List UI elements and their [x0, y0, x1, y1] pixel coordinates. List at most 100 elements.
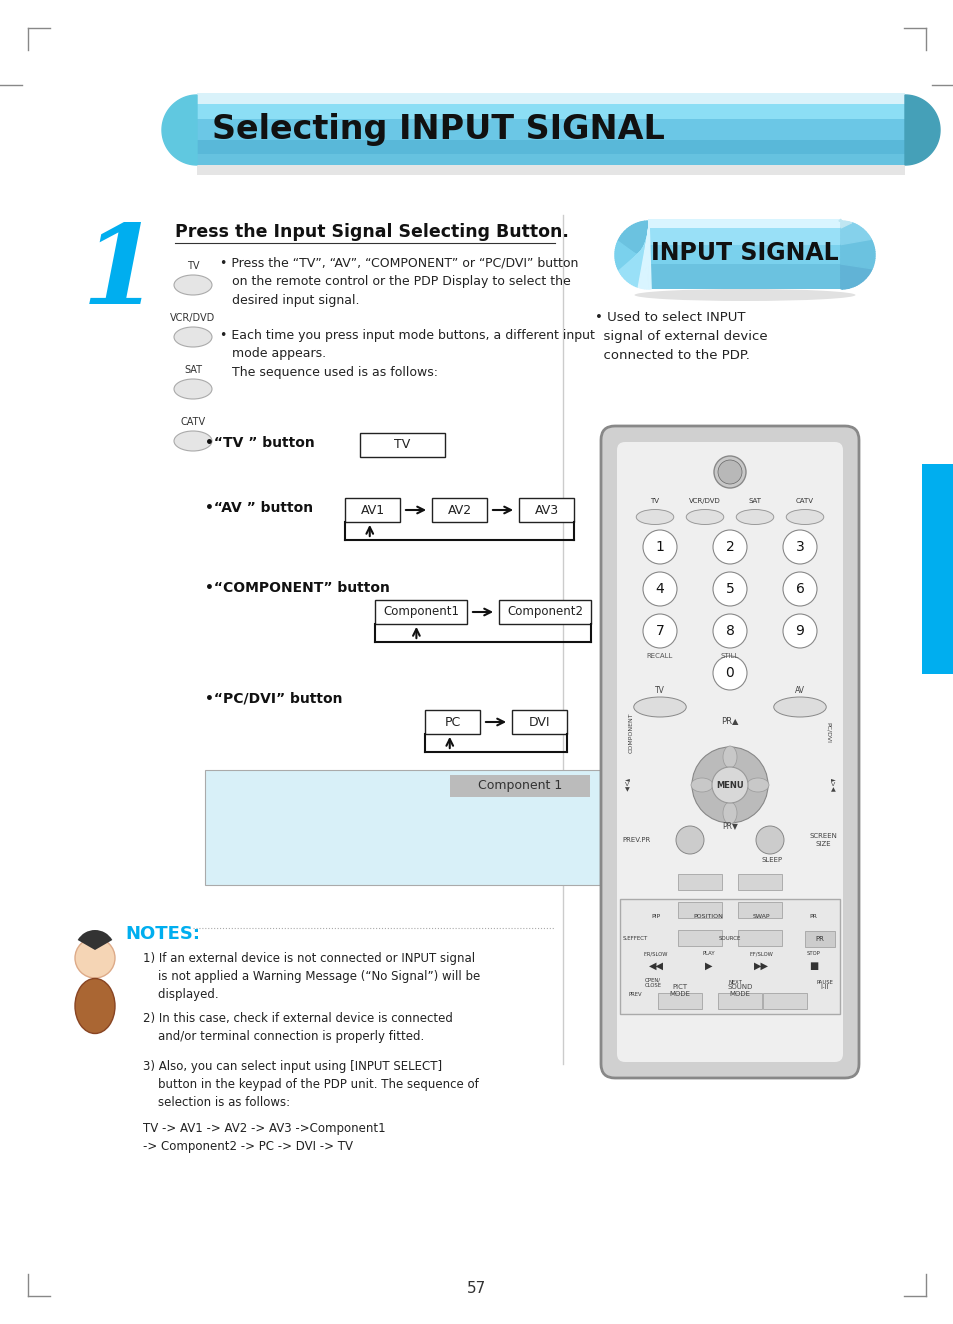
Bar [648, 261, 841, 262]
Polygon shape [618, 240, 648, 265]
Ellipse shape [173, 275, 212, 295]
Circle shape [755, 826, 783, 854]
Bar [196, 144, 904, 146]
Ellipse shape [722, 745, 737, 768]
Text: 2) In this case, check if external device is connected
    and/or terminal conne: 2) In this case, check if external devic… [143, 1012, 453, 1043]
Polygon shape [841, 221, 842, 222]
Polygon shape [617, 241, 648, 263]
Bar [658, 993, 701, 1009]
Bar [196, 120, 904, 122]
Bar [648, 263, 841, 265]
Polygon shape [841, 222, 851, 228]
Ellipse shape [773, 696, 825, 718]
Polygon shape [841, 228, 862, 236]
Bar [648, 270, 841, 273]
Text: NEXT: NEXT [727, 981, 741, 985]
Polygon shape [634, 229, 648, 286]
Polygon shape [616, 244, 648, 262]
Bar [196, 127, 904, 130]
Bar [196, 99, 904, 101]
Bar [678, 874, 721, 890]
Polygon shape [838, 220, 841, 221]
Polygon shape [636, 222, 648, 282]
Text: TV: TV [394, 438, 410, 451]
Bar [648, 229, 841, 230]
Polygon shape [615, 253, 648, 258]
Bar [205, 771, 599, 884]
Bar [196, 131, 904, 132]
Text: F.R/SLOW: F.R/SLOW [643, 951, 668, 956]
Text: INPUT SIGNAL: INPUT SIGNAL [651, 241, 838, 265]
Bar [196, 158, 904, 159]
Text: 3: 3 [795, 540, 803, 553]
Polygon shape [616, 249, 648, 265]
Bar [432, 498, 486, 522]
Bar [196, 102, 904, 103]
Bar [648, 228, 841, 229]
Bar [196, 160, 904, 162]
Bar [648, 245, 841, 248]
Polygon shape [841, 226, 861, 234]
Bar [648, 226, 841, 228]
Bar [196, 118, 904, 120]
Polygon shape [646, 221, 648, 289]
Polygon shape [841, 274, 861, 283]
Text: TV: TV [187, 261, 199, 271]
Polygon shape [646, 221, 648, 289]
Circle shape [782, 572, 816, 606]
Bar [648, 220, 841, 221]
Text: S.EFFECT: S.EFFECT [621, 936, 647, 941]
Polygon shape [634, 224, 648, 281]
Circle shape [712, 655, 746, 690]
Bar [648, 232, 841, 233]
Bar [648, 267, 841, 270]
Text: STOP: STOP [806, 951, 820, 956]
Bar [196, 97, 904, 98]
Polygon shape [841, 286, 844, 289]
Bar [648, 249, 841, 250]
Ellipse shape [173, 327, 212, 347]
Polygon shape [623, 237, 648, 279]
Bar [196, 126, 904, 127]
Bar [196, 123, 904, 124]
Polygon shape [841, 240, 871, 246]
Bar [648, 234, 841, 236]
Text: CATV: CATV [180, 417, 205, 428]
Polygon shape [841, 261, 873, 266]
Polygon shape [626, 234, 648, 282]
Ellipse shape [75, 978, 115, 1034]
Text: 9: 9 [795, 624, 803, 638]
Polygon shape [841, 244, 873, 249]
Bar [648, 238, 841, 241]
Bar [738, 902, 781, 918]
Polygon shape [841, 257, 874, 261]
Bar [196, 148, 904, 150]
Polygon shape [841, 221, 844, 224]
Polygon shape [841, 225, 859, 233]
Bar [375, 600, 467, 624]
Text: TV: TV [650, 498, 659, 504]
Bar [648, 224, 841, 225]
Bar [648, 286, 841, 287]
Text: TV: TV [655, 686, 664, 695]
Bar [196, 166, 904, 175]
Ellipse shape [634, 289, 855, 301]
Bar [648, 262, 841, 263]
Bar [196, 115, 904, 117]
Text: PC/DVI: PC/DVI [825, 723, 830, 744]
Text: 57: 57 [467, 1282, 486, 1296]
Ellipse shape [636, 510, 673, 524]
Bar [196, 162, 904, 163]
Bar [196, 136, 904, 138]
Text: SOURCE: SOURCE [718, 936, 740, 941]
Polygon shape [841, 278, 857, 286]
Bar [196, 142, 904, 143]
Circle shape [642, 530, 677, 564]
Circle shape [676, 826, 703, 854]
Bar [648, 257, 841, 258]
Bar [648, 253, 841, 254]
Polygon shape [639, 225, 648, 289]
Circle shape [711, 767, 747, 802]
Bar [196, 122, 904, 123]
Bar [762, 993, 806, 1009]
